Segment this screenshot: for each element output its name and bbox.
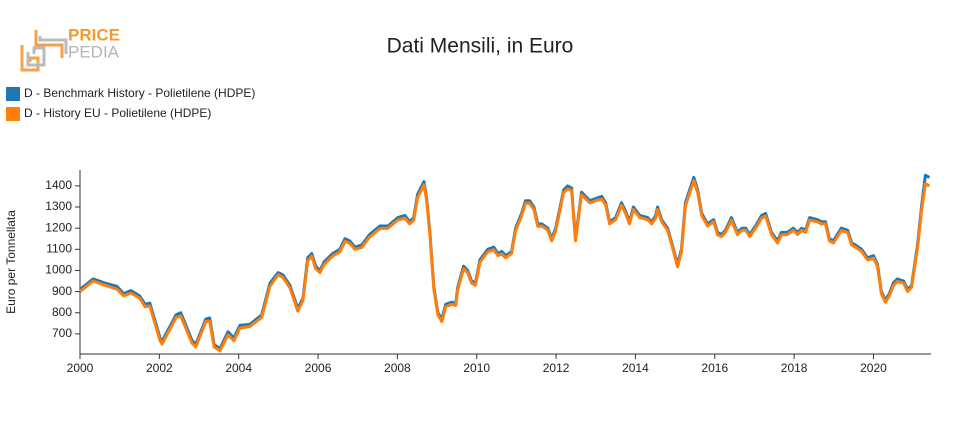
legend-swatch <box>6 107 20 121</box>
y-tick-label: 900 <box>52 284 72 298</box>
y-tick-label: 700 <box>52 326 72 340</box>
x-tick-label: 2018 <box>781 361 808 375</box>
y-axis-label: Euro per Tonnellata <box>4 210 18 314</box>
y-tick-label: 1100 <box>46 241 72 255</box>
y-tick-label: 1200 <box>45 220 72 234</box>
chart-title: Dati Mensili, in Euro <box>387 35 574 58</box>
x-tick-label: 2004 <box>225 361 252 375</box>
x-tick-label: 2006 <box>305 361 332 375</box>
x-tick-label: 2014 <box>622 361 649 375</box>
x-tick-label: 2016 <box>701 361 728 375</box>
y-tick-label: 1400 <box>45 178 72 192</box>
legend-swatch <box>6 87 20 101</box>
legend-label: D - Benchmark History - Polietilene (HDP… <box>24 86 255 100</box>
x-tick-label: 2008 <box>384 361 411 375</box>
x-tick-label: 2020 <box>860 361 887 375</box>
y-tick-label: 1000 <box>45 263 72 277</box>
x-tick-label: 2010 <box>463 361 490 375</box>
x-tick-label: 2012 <box>543 361 570 375</box>
y-tick-label: 800 <box>52 305 72 319</box>
logo: PRICE PEDIA <box>20 25 120 72</box>
x-tick-label: 2002 <box>146 361 173 375</box>
legend-label: D - History EU - Polietilene (HDPE) <box>24 106 211 120</box>
y-tick-label: 1300 <box>45 199 72 213</box>
x-tick-label: 2000 <box>67 361 94 375</box>
logo-top: PRICE <box>68 25 120 44</box>
logo-bottom: PEDIA <box>68 42 120 61</box>
series-line <box>79 179 931 353</box>
